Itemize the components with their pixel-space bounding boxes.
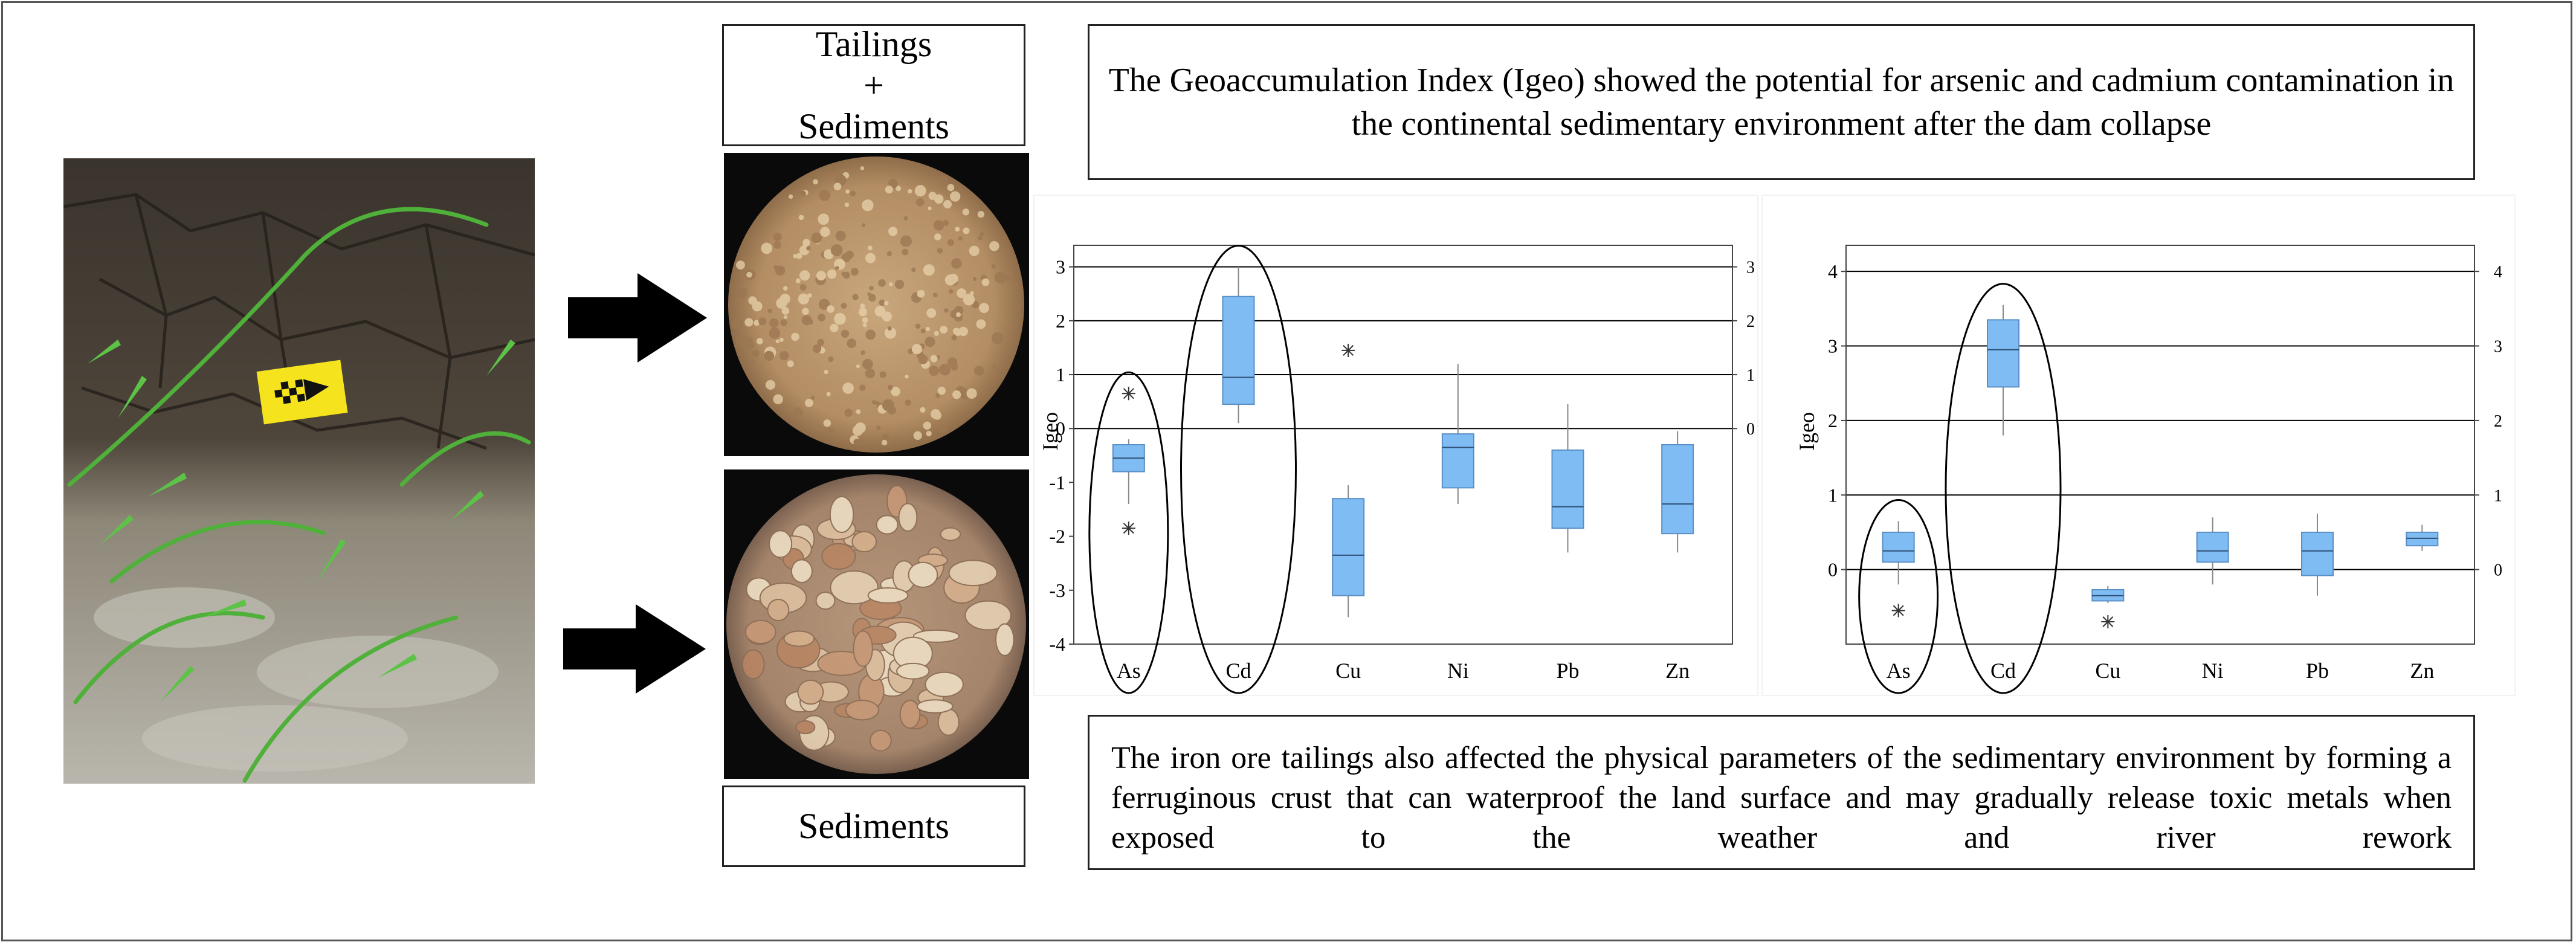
x-tick-label-ni: Ni (2202, 659, 2224, 683)
y-axis-left: 0 1 2 3 4 (1828, 260, 1846, 581)
outlier-marker (2101, 614, 2115, 628)
box-cd (1987, 305, 2019, 436)
highlight-ellipse-as (1858, 498, 1939, 694)
highlight-ellipse-as (1088, 371, 1169, 694)
box-body (2301, 531, 2334, 576)
right-tick-label: 0 (2494, 561, 2502, 580)
x-tick-label-as: As (1887, 659, 1911, 683)
field-photo (63, 158, 535, 784)
box-body (1222, 295, 1255, 405)
outlier-marker (1891, 604, 1905, 618)
x-tick-label-pb: Pb (1556, 659, 1579, 683)
box-zn (2406, 524, 2439, 551)
y-axis-right: 0 1 2 3 (1732, 259, 1755, 439)
highlight-ellipse-cd (1180, 245, 1297, 694)
y-tick-label: 4 (1828, 260, 1838, 282)
outlier-marker (1341, 343, 1355, 357)
x-tick-label-cu: Cu (1335, 659, 1361, 683)
box-ni (2196, 517, 2229, 585)
y-tick-label: 1 (1828, 484, 1838, 506)
right-tick-label: 4 (2494, 263, 2502, 282)
right-tick-label: 2 (1746, 312, 1755, 331)
tailings-microscope-image (724, 153, 1029, 456)
tailings-label-line1: Tailings (815, 24, 932, 64)
x-axis: As Cd Cu Ni Pb Zn (1887, 659, 2435, 683)
gridlines (1074, 266, 1732, 430)
box-pb (1551, 404, 1584, 553)
arrow-to-sediments-icon (563, 604, 706, 694)
outlier-marker (1122, 387, 1135, 401)
box-as (1112, 387, 1145, 535)
x-axis: As Cd Cu Ni Pb Zn (1117, 659, 1690, 683)
footer-text: The iron ore tailings also affected the … (1111, 741, 2452, 855)
tailings-label-line2: + (864, 65, 884, 105)
right-tick-label: 3 (2494, 338, 2502, 356)
box-body (1551, 449, 1584, 529)
x-tick-label-cd: Cd (1225, 659, 1251, 683)
footer-text-box: The iron ore tailings also affected the … (1088, 715, 2475, 870)
y-axis-right: 0 1 2 3 4 (2474, 263, 2502, 580)
box-body (1661, 444, 1694, 535)
box-cd (1222, 266, 1255, 424)
x-tick-label-cu: Cu (2095, 659, 2120, 683)
box-body (1987, 319, 2019, 388)
tailings-microscope-drawing (728, 156, 1024, 453)
right-tick-label: 1 (2494, 486, 2502, 505)
tailings-label-line3: Sediments (798, 106, 949, 146)
igeo-chart-right: 0 1 2 3 4 0 1 2 3 4 Igeo As Cd Cu Ni Pb Zn (1761, 195, 2516, 696)
y-tick-label: 1 (1056, 364, 1065, 385)
y-axis-title: Igeo (1038, 412, 1062, 451)
y-tick-label: 0 (1056, 418, 1065, 439)
plot-area-border (1845, 245, 2475, 645)
box-body (1882, 531, 1915, 563)
y-tick-label: -4 (1049, 633, 1065, 655)
arrow-to-tailings-icon (568, 273, 707, 363)
sediments-microscope-drawing (726, 474, 1026, 774)
sediments-microscope-image (724, 469, 1029, 779)
box-body (1332, 498, 1365, 596)
y-axis-title: Igeo (1795, 412, 1819, 451)
y-tick-label: -1 (1049, 471, 1065, 493)
right-tick-label: 2 (2494, 412, 2502, 431)
box-ni (1441, 364, 1474, 505)
right-tick-label: 1 (1746, 366, 1755, 385)
box-pb (2301, 514, 2334, 596)
y-tick-label: 3 (1828, 335, 1838, 357)
outlier-marker (1122, 521, 1135, 535)
plot-area-border (1073, 245, 1733, 645)
right-tick-label: 0 (1746, 420, 1755, 439)
field-photo-drawing (63, 158, 535, 784)
igeo-boxplot-left: -4 -3 -2 -1 0 1 2 3 0 1 2 3 Igeo As Cd Cu Ni Pb Zn (1038, 245, 1755, 694)
x-tick-label-as: As (1117, 659, 1141, 683)
gridlines (1846, 271, 2474, 570)
igeo-chart-left: -4 -3 -2 -1 0 1 2 3 0 1 2 3 Igeo As Cd Cu Ni Pb Zn (1033, 195, 1758, 696)
box-cu (1332, 343, 1365, 618)
box-as (1882, 521, 1915, 618)
box-body (2406, 531, 2439, 547)
x-tick-label-ni: Ni (1447, 659, 1469, 683)
x-tick-label-cd: Cd (1990, 659, 2016, 683)
box-cu (2091, 585, 2125, 628)
y-tick-label: -2 (1049, 526, 1065, 547)
right-tick-label: 3 (1746, 259, 1755, 277)
header-text-box: The Geoaccumulation Index (Igeo) showed … (1088, 24, 2475, 180)
box-zn (1661, 431, 1694, 553)
sediments-label: Sediments (722, 785, 1025, 867)
box-body (1441, 433, 1474, 489)
y-tick-label: 2 (1056, 310, 1065, 332)
y-tick-label: 3 (1056, 256, 1065, 278)
x-tick-label-zn: Zn (2410, 659, 2434, 683)
y-tick-label: 2 (1828, 410, 1838, 431)
y-tick-label: 0 (1828, 559, 1838, 581)
y-tick-label: -3 (1049, 579, 1065, 601)
box-body (2196, 531, 2229, 563)
x-tick-label-pb: Pb (2306, 659, 2329, 683)
header-text: The Geoaccumulation Index (Igeo) showed … (1108, 62, 2455, 143)
y-axis-left: -4 -3 -2 -1 0 1 2 3 (1049, 256, 1074, 655)
highlight-ellipse-cd (1945, 283, 2062, 694)
tailings-sediments-label: Tailings + Sediments (722, 24, 1025, 146)
igeo-boxplot-right: 0 1 2 3 4 0 1 2 3 4 Igeo As Cd Cu Ni Pb Zn (1795, 245, 2502, 694)
x-tick-label-zn: Zn (1665, 659, 1690, 683)
